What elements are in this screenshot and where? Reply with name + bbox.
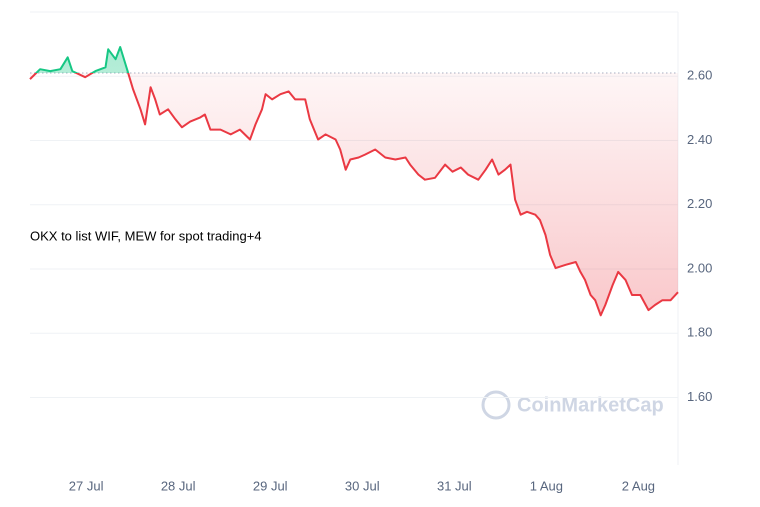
y-tick-label: 2.00 [687, 260, 712, 275]
y-tick-label: 1.80 [687, 325, 712, 340]
x-tick-label: 30 Jul [345, 478, 380, 493]
annotation: OKX to list WIF, MEW for spot trading+4 [30, 228, 262, 243]
x-tick-label: 2 Aug [622, 478, 655, 493]
y-tick-label: 1.60 [687, 389, 712, 404]
y-tick-label: 2.60 [687, 68, 712, 83]
price-line-down [29, 73, 679, 317]
x-tick-label: 28 Jul [161, 478, 196, 493]
x-tick-label: 29 Jul [253, 478, 288, 493]
x-tick-label: 1 Aug [530, 478, 563, 493]
watermark: CoinMarketCap [481, 390, 664, 420]
x-tick-label: 31 Jul [437, 478, 472, 493]
area-down [30, 73, 678, 316]
watermark-text: CoinMarketCap [517, 394, 664, 416]
y-tick-label: 2.20 [687, 196, 712, 211]
x-tick-label: 27 Jul [69, 478, 104, 493]
y-tick-label: 2.40 [687, 132, 712, 147]
